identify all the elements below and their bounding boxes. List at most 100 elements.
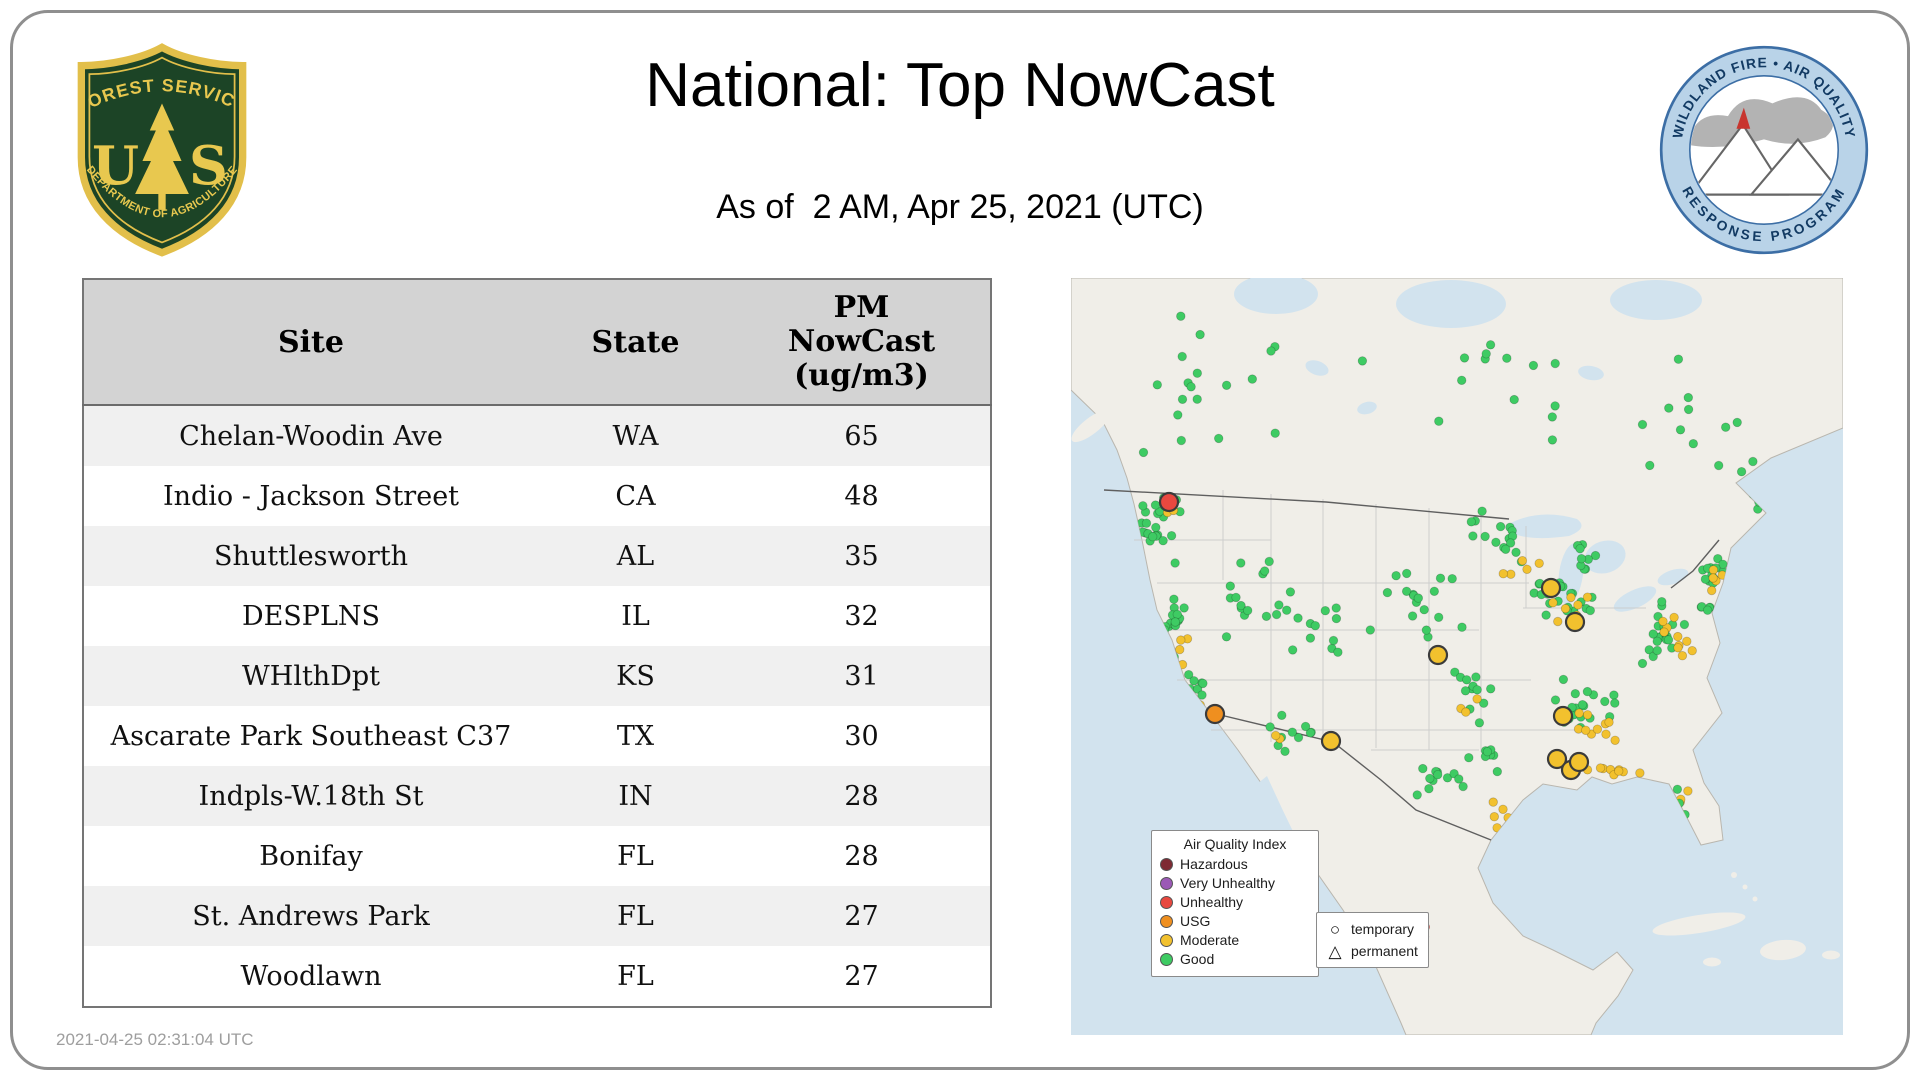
aqi-legend-item: Very Unhealthy	[1160, 874, 1310, 893]
station-dot-good	[1285, 587, 1296, 597]
station-dot-good	[1300, 721, 1311, 732]
station-dot-good	[1242, 605, 1253, 616]
table-row: St. Andrews Park FL 27	[83, 886, 991, 946]
station-dot-good	[1236, 600, 1246, 611]
site-cell: Indpls-W.18th St	[198, 780, 424, 812]
good-swatch-icon	[1160, 953, 1173, 966]
us-canada-border	[1103, 489, 1510, 520]
station-dot-good	[1170, 617, 1181, 627]
station-dot-good	[1558, 674, 1569, 685]
pm-value-cell: 28	[844, 780, 879, 812]
station-dot-good	[1261, 611, 1272, 622]
site-cell: WHlthDpt	[242, 660, 380, 692]
canadian-lake	[1357, 401, 1377, 415]
fire-flame-icon	[1736, 107, 1751, 129]
state-cell: FL	[617, 900, 654, 932]
station-dot-moderate	[1517, 556, 1528, 566]
station-dot-good	[1679, 619, 1690, 630]
usfs-letter-s: S	[189, 134, 228, 197]
station-dot-good	[1672, 784, 1683, 795]
station-dot-good	[1547, 412, 1558, 422]
station-dot-good	[1702, 605, 1713, 615]
station-dot-good	[1459, 353, 1470, 363]
station-dot-good	[1550, 695, 1561, 705]
station-dot-good	[1280, 746, 1290, 757]
station-dot-moderate	[1176, 635, 1186, 645]
station-dot-good	[1151, 522, 1161, 533]
station-dot-moderate	[1604, 717, 1614, 727]
station-dot-good	[1582, 686, 1593, 697]
station-dot-good	[1673, 354, 1684, 364]
top-site-marker	[1320, 730, 1342, 752]
state-cell: IL	[621, 600, 650, 632]
pm-value-cell: 30	[844, 720, 879, 752]
site-cell: St. Andrews Park	[192, 900, 430, 932]
station-dot-good	[1505, 538, 1516, 548]
station-dot-good	[1331, 613, 1342, 624]
station-dot-good	[1576, 554, 1587, 564]
generation-timestamp: 2021-04-25 02:31:04 UTC	[56, 1030, 254, 1049]
station-dot-good	[1550, 401, 1560, 411]
table-row: Bonifay FL 28	[83, 826, 991, 886]
map-canvas	[1071, 278, 1843, 1035]
station-dot-good	[1247, 374, 1258, 384]
unhealthy-swatch-icon	[1160, 896, 1173, 909]
state-cell: CA	[615, 480, 656, 512]
station-dot-good	[1264, 556, 1274, 567]
program-logo-center	[1689, 75, 1839, 225]
island-puerto-rico	[1822, 950, 1840, 960]
table-header-row: Site State PM NowCast (ug/m3)	[83, 279, 991, 406]
aqi-legend-label: Very Unhealthy	[1180, 875, 1275, 891]
top-site-marker	[1546, 748, 1568, 770]
station-dot-good	[1305, 728, 1316, 738]
column-header-state: State	[538, 279, 733, 406]
station-dot-good	[1271, 609, 1282, 620]
station-dot-good	[1225, 581, 1236, 591]
station-dot-moderate	[1582, 710, 1593, 720]
station-dot-good	[1186, 382, 1196, 392]
pm-value-cell: 31	[844, 660, 879, 692]
station-dot-good	[1421, 625, 1432, 635]
type-legend-items: ○ temporary △ permanent	[1327, 918, 1417, 962]
station-dot-good	[1287, 727, 1298, 737]
station-dot-good	[1442, 773, 1453, 783]
aqi-legend-label: Moderate	[1180, 932, 1240, 948]
station-dot-good	[1609, 690, 1619, 700]
station-dot-moderate	[1573, 600, 1583, 610]
station-dot-good	[1270, 428, 1280, 438]
top-site-marker	[1540, 577, 1562, 599]
station-dot-good	[1158, 536, 1168, 546]
table-row: Ascarate Park Southeast C37 TX 30	[83, 706, 991, 766]
aqi-legend-label: Good	[1180, 951, 1215, 967]
station-dot-good	[1648, 651, 1658, 662]
station-dot-good	[1419, 605, 1429, 615]
station-dot-good	[1177, 394, 1188, 405]
northern-bay	[1396, 280, 1506, 328]
station-dot-good	[1293, 732, 1304, 743]
station-dot-good	[1486, 684, 1496, 694]
station-dot-good	[1460, 686, 1471, 696]
station-dot-good	[1541, 610, 1551, 620]
station-dot-good	[1645, 460, 1655, 471]
station-type-legend: ○ temporary △ permanent	[1316, 912, 1429, 968]
station-dot-moderate	[1498, 804, 1508, 815]
station-dot-good	[1433, 770, 1443, 780]
station-dot-good	[1179, 603, 1189, 613]
station-dot-good	[1150, 500, 1161, 510]
station-dot-good	[1480, 531, 1490, 542]
station-dot-good	[1718, 559, 1728, 570]
pm-value-cell: 65	[844, 420, 879, 452]
station-dot-good	[1472, 685, 1482, 695]
state-cell: FL	[617, 960, 654, 992]
lake-huron	[1584, 540, 1626, 574]
aqi-map: Air Quality Index Hazardous Very Unhealth…	[1071, 278, 1843, 1035]
station-dot-good	[1652, 636, 1662, 647]
station-dot-good	[1462, 675, 1472, 685]
station-dot-good	[1310, 621, 1321, 631]
station-dot-good	[1570, 689, 1581, 699]
station-dot-good	[1457, 622, 1467, 632]
station-dot-good	[1637, 419, 1648, 430]
station-dot-good	[1481, 349, 1491, 359]
station-dot-good	[1471, 672, 1481, 682]
station-dot-good	[1176, 311, 1186, 321]
